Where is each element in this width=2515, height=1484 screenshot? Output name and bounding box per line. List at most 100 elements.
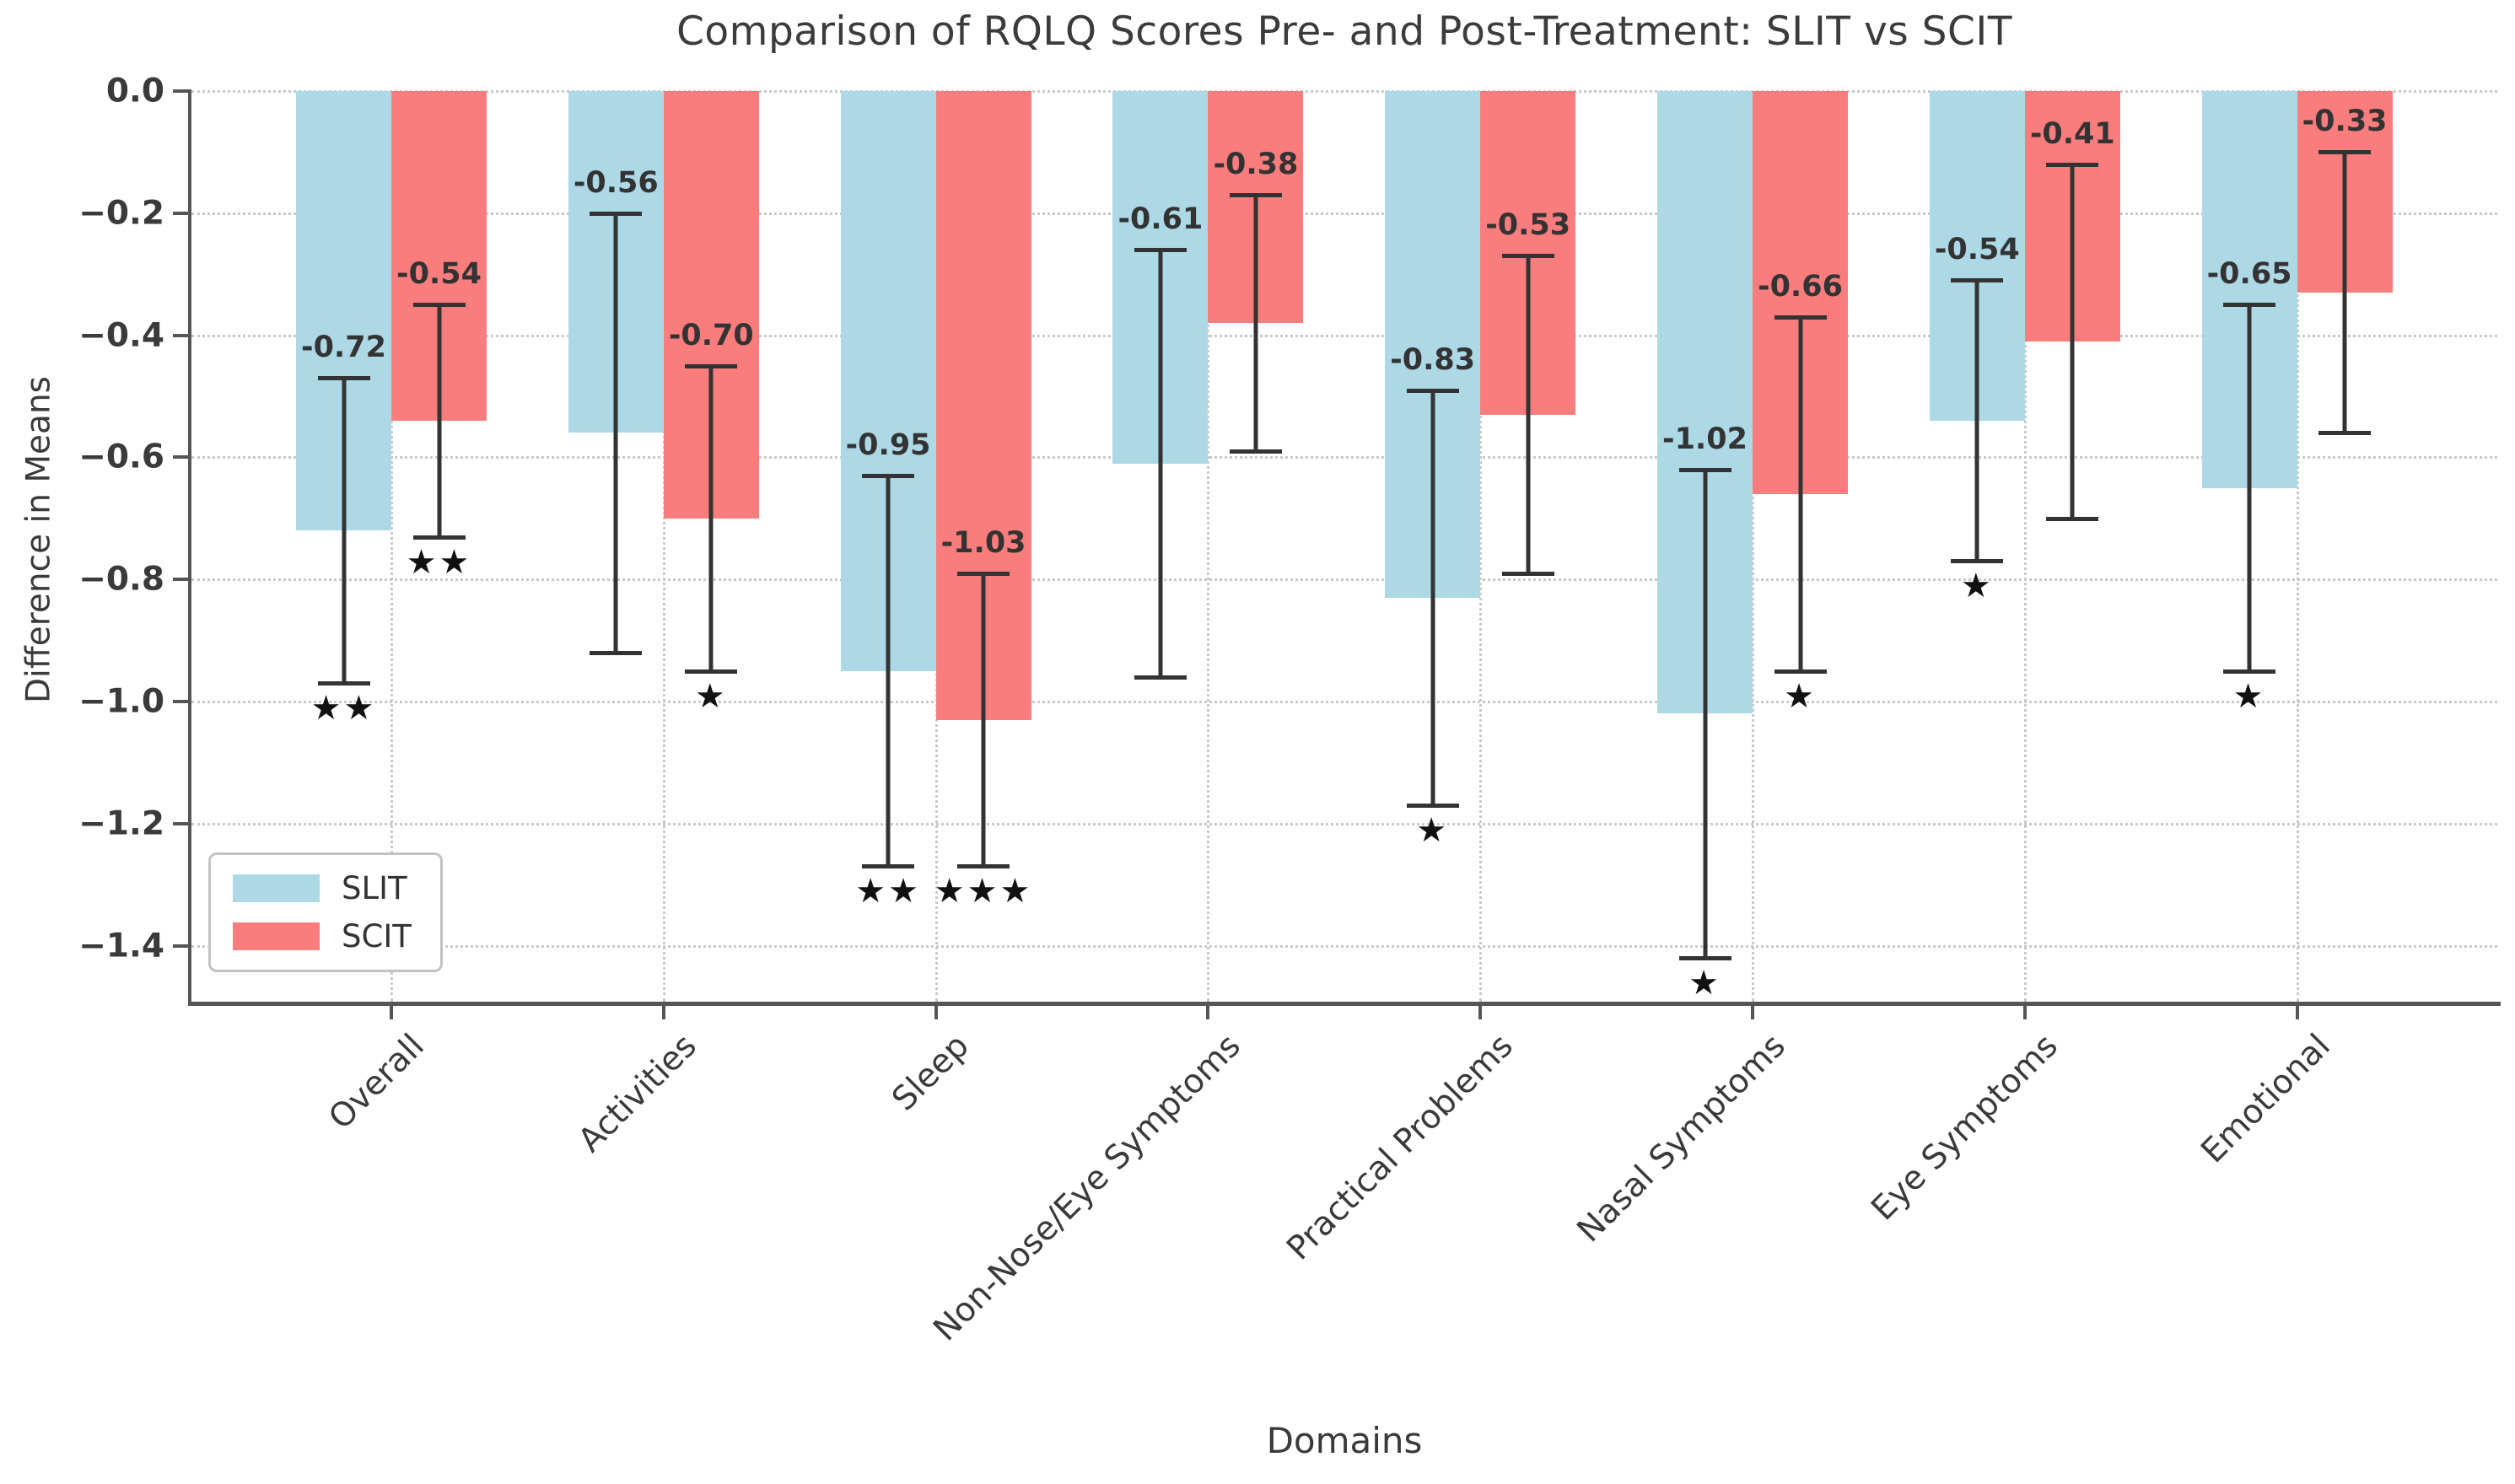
error-bar-cap-top xyxy=(2223,303,2276,308)
significance-stars: ★ xyxy=(2232,676,2266,716)
error-bar-cap-bottom xyxy=(1134,675,1187,680)
bar-value-label: -1.02 xyxy=(1662,422,1748,456)
error-bar-cap-top xyxy=(1678,467,1731,472)
error-bar-cap-bottom xyxy=(957,864,1010,869)
y-gridline xyxy=(191,212,2497,215)
legend-swatch-scit xyxy=(233,922,320,950)
bar-value-label: -0.56 xyxy=(573,165,659,200)
bar-value-label: -0.83 xyxy=(1390,342,1476,377)
error-bar-cap-bottom xyxy=(590,651,643,656)
x-tick-label: Sleep xyxy=(884,1027,977,1119)
y-tick-mark xyxy=(173,944,191,948)
error-bar-cap-bottom xyxy=(1678,956,1731,961)
x-tick-mark xyxy=(2022,1006,2027,1019)
error-bar xyxy=(1158,250,1163,678)
x-tick-label: Activities xyxy=(570,1027,704,1160)
x-gridline xyxy=(1479,91,1483,1002)
x-gridline xyxy=(1752,91,1754,1002)
x-tick-mark xyxy=(1751,1006,1754,1019)
error-bar-cap-top xyxy=(957,571,1010,576)
significance-stars: ★★ xyxy=(855,872,921,911)
significance-stars: ★ xyxy=(1416,811,1450,851)
x-axis-spine xyxy=(188,1002,2501,1006)
error-bar xyxy=(2342,152,2347,433)
error-bar xyxy=(1703,469,1707,959)
x-axis-label: Domains xyxy=(1266,1420,1423,1461)
error-bar-cap-top xyxy=(317,376,370,381)
error-bar xyxy=(437,304,441,537)
x-tick-label: Overall xyxy=(321,1027,432,1137)
error-bar xyxy=(342,378,346,684)
significance-stars: ★★★ xyxy=(934,872,1033,911)
bar-value-label: -0.41 xyxy=(2029,116,2115,151)
bar-value-label: -0.72 xyxy=(301,331,386,365)
error-bar xyxy=(1430,390,1435,806)
error-bar-cap-bottom xyxy=(1501,571,1554,576)
error-bar xyxy=(1526,255,1531,573)
y-gridline xyxy=(191,456,2497,460)
bar-value-label: -0.54 xyxy=(396,257,482,292)
y-tick-label: −1.0 xyxy=(78,682,164,721)
y-tick-mark xyxy=(173,211,191,215)
significance-stars: ★ xyxy=(1688,964,1721,1003)
y-tick-label: −0.6 xyxy=(78,438,164,476)
y-tick-label: −0.8 xyxy=(78,560,164,599)
significance-stars: ★ xyxy=(1960,567,1994,606)
x-gridline xyxy=(390,91,393,1002)
error-bar-cap-bottom xyxy=(1951,559,2004,564)
y-tick-mark xyxy=(173,89,191,93)
error-bar-cap-top xyxy=(1229,193,1282,198)
bar-value-label: -0.33 xyxy=(2302,105,2388,139)
x-tick-label: Nasal Symptoms xyxy=(1570,1027,1793,1250)
error-bar-cap-top xyxy=(1501,254,1554,259)
error-bar xyxy=(2070,164,2075,519)
bar-value-label: -0.66 xyxy=(1758,269,1843,304)
significance-stars: ★★ xyxy=(310,689,377,729)
error-bar-cap-top xyxy=(685,363,738,368)
x-gridline xyxy=(2023,91,2027,1002)
bar-value-label: -0.70 xyxy=(668,318,754,352)
x-tick-mark xyxy=(1478,1006,1483,1019)
error-bar-cap-bottom xyxy=(2046,516,2099,521)
error-bar xyxy=(1974,280,1979,562)
error-bar-cap-top xyxy=(1774,315,1827,320)
bar-value-label: -0.53 xyxy=(1485,208,1571,243)
significance-stars: ★ xyxy=(694,676,728,716)
error-bar-cap-top xyxy=(2318,150,2372,155)
error-bar-cap-top xyxy=(412,303,466,308)
y-tick-mark xyxy=(173,333,191,337)
legend-swatch-slit xyxy=(233,874,320,902)
error-bar-cap-top xyxy=(1134,248,1187,253)
bar-value-label: -0.54 xyxy=(1934,233,2020,267)
x-tick-label: Emotional xyxy=(2194,1027,2338,1171)
error-bar-cap-bottom xyxy=(1229,449,1282,454)
y-tick-label: −0.4 xyxy=(78,316,164,355)
chart-title: Comparison of RQLQ Scores Pre- and Post-… xyxy=(676,8,2012,55)
y-gridline xyxy=(191,578,2497,582)
x-tick-label: Non-Nose/Eye Symptoms xyxy=(926,1027,1249,1349)
error-bar xyxy=(1798,316,1802,671)
x-tick-label: Practical Problems xyxy=(1279,1027,1521,1268)
error-bar xyxy=(613,212,618,653)
error-bar-cap-bottom xyxy=(862,864,915,869)
y-tick-mark xyxy=(173,455,191,460)
x-gridline xyxy=(662,91,665,1002)
error-bar-cap-bottom xyxy=(1774,669,1827,674)
y-gridline xyxy=(191,90,2497,93)
x-tick-mark xyxy=(1206,1006,1210,1019)
legend-item-slit: SLIT xyxy=(233,870,412,906)
y-tick-label: −1.4 xyxy=(78,927,164,965)
error-bar-cap-top xyxy=(862,474,915,479)
legend: SLIT SCIT xyxy=(208,852,443,972)
error-bar-cap-bottom xyxy=(685,669,738,674)
x-tick-label: Eye Symptoms xyxy=(1864,1027,2065,1229)
y-tick-mark xyxy=(173,821,191,825)
significance-stars: ★ xyxy=(1784,676,1817,716)
legend-item-scit: SCIT xyxy=(233,918,412,954)
bar-value-label: -0.65 xyxy=(2206,257,2292,292)
error-bar xyxy=(981,573,986,867)
error-bar xyxy=(1253,195,1258,452)
y-axis-spine xyxy=(188,89,191,1006)
error-bar-cap-bottom xyxy=(317,681,370,686)
